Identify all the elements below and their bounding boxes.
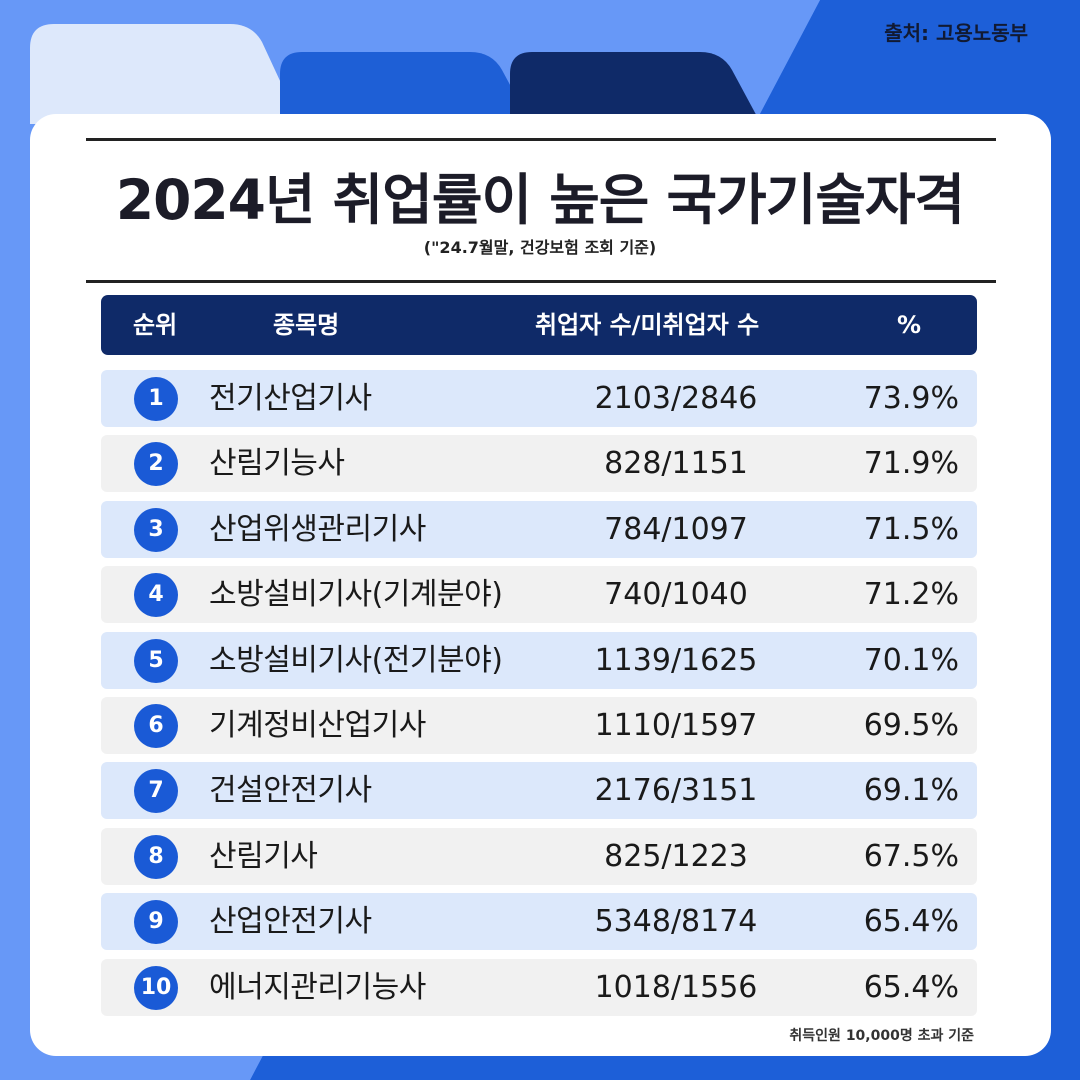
item-name: 기계정비산업기사 [209, 707, 426, 743]
rank-badge: 1 [134, 377, 178, 421]
table-row: 5 소방설비기사(전기분야) 1139/1625 70.1% [101, 631, 977, 689]
header-count: 취업자 수/미취업자 수 [535, 311, 760, 339]
title-bottom-rule [86, 280, 996, 283]
item-count: 1018/1556 [594, 969, 758, 1005]
title-top-rule [86, 138, 996, 141]
rank-badge: 3 [134, 507, 178, 552]
item-count: 5348/8174 [594, 904, 758, 940]
rank-badge: 9 [134, 900, 178, 945]
source-label: 출처: 고용노동부 [884, 21, 1028, 45]
item-count: 784/1097 [604, 511, 748, 547]
item-count: 1139/1625 [594, 642, 758, 678]
rank-badge: 8 [134, 834, 178, 879]
table-row: 4 소방설비기사(기계분야) 740/1040 71.2% [101, 566, 977, 624]
item-pct: 69.5% [863, 707, 959, 743]
page-subtitle: ("24.7월말, 건강보험 조회 기준) [423, 238, 657, 257]
item-name: 산업위생관리기사 [209, 511, 426, 547]
table-header: 순위 종목명 취업자 수/미취업자 수 % [101, 295, 977, 355]
item-name: 소방설비기사(기계분야) [209, 577, 503, 613]
rank-badge: 2 [134, 442, 178, 487]
rank-badge: 4 [134, 573, 178, 618]
item-pct: 73.9% [863, 381, 959, 416]
item-pct: 71.2% [863, 577, 959, 613]
item-count: 828/1151 [604, 446, 748, 482]
rank-badge: 6 [134, 703, 178, 748]
item-count: 1110/1597 [594, 707, 758, 743]
item-name: 전기산업기사 [209, 381, 372, 416]
rank-badge: 10 [134, 965, 178, 1010]
table-row: 2 산림기능사 828/1151 71.9% [101, 435, 977, 493]
item-pct: 65.4% [863, 904, 959, 940]
page-title: 2024년 취업률이 높은 국가기술자격 [115, 168, 965, 232]
item-pct: 70.1% [863, 642, 959, 678]
item-name: 에너지관리기능사 [209, 969, 426, 1005]
folder-tab-light [30, 24, 300, 124]
folder-tab-mid [280, 52, 530, 122]
item-name: 산업안전기사 [209, 904, 372, 940]
item-count: 825/1223 [604, 838, 748, 874]
table-row: 7 건설안전기사 2176/3151 69.1% [101, 762, 977, 820]
item-pct: 71.9% [863, 446, 959, 482]
item-count: 2176/3151 [594, 773, 758, 809]
rank-badge: 7 [134, 769, 178, 814]
item-pct: 67.5% [863, 838, 959, 874]
item-pct: 71.5% [863, 511, 959, 547]
table-body: 1 전기산업기사 2103/2846 73.9% 2 산림기능사 828/115… [101, 370, 977, 1024]
table-row: 3 산업위생관리기사 784/1097 71.5% [101, 500, 977, 558]
item-name: 산림기사 [209, 838, 318, 874]
table-row: 8 산림기사 825/1223 67.5% [101, 827, 977, 885]
table-row: 1 전기산업기사 2103/2846 73.9% [101, 370, 977, 427]
item-name: 산림기능사 [209, 446, 345, 482]
item-count: 740/1040 [604, 577, 748, 613]
header-name: 종목명 [273, 311, 340, 339]
item-pct: 65.4% [863, 969, 959, 1005]
table-row: 10 에너지관리기능사 1018/1556 65.4% [101, 958, 977, 1016]
item-count: 2103/2846 [594, 381, 758, 416]
header-rank: 순위 [133, 311, 178, 339]
table-row: 9 산업안전기사 5348/8174 65.4% [101, 893, 977, 951]
footnote: 취득인원 10,000명 초과 기준 [789, 1028, 974, 1044]
folder-tab-dark [510, 52, 760, 122]
header-pct: % [897, 311, 922, 339]
table-row: 6 기계정비산업기사 1110/1597 69.5% [101, 696, 977, 754]
item-name: 소방설비기사(전기분야) [209, 642, 503, 678]
rank-badge: 5 [134, 638, 178, 683]
item-pct: 69.1% [863, 773, 959, 809]
item-name: 건설안전기사 [209, 773, 372, 809]
